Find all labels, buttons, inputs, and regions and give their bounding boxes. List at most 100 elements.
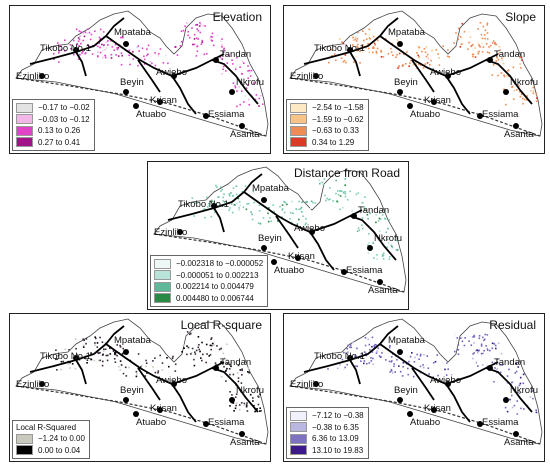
raster-cell — [536, 97, 538, 99]
town-marker — [39, 381, 45, 387]
raster-cell — [500, 352, 503, 355]
raster-cell — [243, 62, 245, 64]
distance-from-road-map-panel: Tikobo No.1 Mpataba Ezinlibo Awiebo Tandan Be… — [147, 161, 409, 310]
town-label: Krisan — [424, 95, 451, 106]
raster-cell — [383, 252, 385, 255]
raster-cell — [507, 69, 510, 71]
raster-cell — [378, 355, 381, 357]
raster-cell — [243, 402, 246, 405]
legend-row: 0.27 to 0.41 — [16, 137, 90, 149]
raster-cell — [193, 38, 196, 40]
raster-cell — [492, 40, 495, 42]
raster-cell — [506, 375, 509, 377]
raster-cell — [226, 343, 228, 345]
raster-cell — [181, 351, 183, 353]
raster-cell — [404, 63, 407, 65]
town-marker — [213, 57, 219, 63]
raster-cell — [223, 201, 226, 203]
legend-row: −0.002318 to −0.000052 — [154, 258, 263, 270]
raster-cell — [399, 370, 402, 373]
raster-cell — [235, 193, 238, 196]
raster-cell — [335, 192, 337, 195]
legend-swatch — [16, 125, 33, 136]
raster-cell — [113, 49, 115, 51]
raster-cell — [110, 57, 113, 59]
raster-cell — [347, 351, 349, 353]
raster-cell — [457, 353, 460, 355]
raster-cell — [305, 201, 307, 203]
raster-cell — [94, 344, 96, 346]
town-marker — [431, 407, 437, 413]
raster-cell — [389, 345, 391, 347]
raster-cell — [519, 56, 521, 59]
raster-cell — [216, 186, 218, 188]
raster-cell — [212, 209, 215, 211]
raster-cell — [99, 336, 101, 339]
raster-cell — [419, 372, 422, 374]
legend-swatch — [290, 410, 307, 421]
raster-cell — [327, 368, 329, 370]
raster-cell — [138, 50, 140, 52]
raster-cell — [187, 34, 189, 37]
raster-cell — [88, 31, 91, 34]
raster-cell — [310, 200, 313, 203]
raster-cell — [492, 64, 495, 66]
raster-cell — [174, 363, 177, 366]
raster-cell — [216, 345, 218, 347]
raster-cell — [222, 196, 224, 199]
raster-cell — [222, 200, 224, 202]
raster-cell — [517, 366, 520, 368]
raster-cell — [129, 56, 131, 59]
raster-cell — [512, 66, 515, 69]
raster-cell — [520, 93, 523, 96]
raster-cell — [171, 357, 174, 360]
raster-cell — [388, 258, 391, 260]
raster-cell — [340, 190, 343, 193]
raster-cell — [390, 51, 393, 53]
raster-cell — [248, 103, 250, 106]
raster-cell — [233, 410, 235, 412]
raster-cell — [376, 350, 378, 352]
raster-cell — [75, 45, 78, 47]
town-marker — [407, 411, 413, 417]
raster-cell — [259, 410, 261, 412]
raster-cell — [335, 179, 337, 182]
raster-cell — [213, 201, 215, 203]
town-label: Nkrofu — [510, 77, 538, 88]
raster-cell — [357, 192, 360, 194]
raster-cell — [226, 362, 229, 365]
raster-cell — [289, 212, 292, 214]
raster-cell — [450, 47, 453, 49]
raster-cell — [337, 193, 340, 196]
raster-cell — [119, 360, 122, 362]
raster-cell — [249, 393, 252, 396]
raster-cell — [395, 56, 397, 58]
raster-cell — [241, 90, 243, 92]
raster-cell — [347, 344, 349, 347]
raster-cell — [446, 362, 448, 364]
raster-cell — [535, 409, 537, 411]
raster-cell — [196, 50, 199, 53]
raster-cell — [220, 375, 223, 378]
raster-cell — [390, 244, 393, 247]
raster-cell — [206, 196, 208, 199]
raster-cell — [396, 39, 399, 41]
legend-label: 0.13 to 0.26 — [38, 126, 81, 136]
raster-cell — [382, 258, 385, 260]
raster-cell — [486, 365, 489, 367]
raster-cell — [436, 354, 438, 356]
town-label: Awiebo — [156, 375, 187, 386]
raster-cell — [248, 371, 250, 374]
town-label: Essiama — [482, 109, 519, 120]
raster-cell — [390, 47, 392, 50]
raster-cell — [102, 31, 105, 33]
raster-cell — [236, 202, 238, 205]
town-label: Nkrofu — [236, 77, 264, 88]
raster-cell — [438, 57, 440, 59]
raster-cell — [511, 85, 514, 88]
raster-cell — [373, 345, 376, 347]
raster-cell — [344, 355, 346, 358]
raster-cell — [231, 211, 234, 214]
raster-cell — [292, 212, 294, 215]
raster-cell — [497, 52, 500, 55]
